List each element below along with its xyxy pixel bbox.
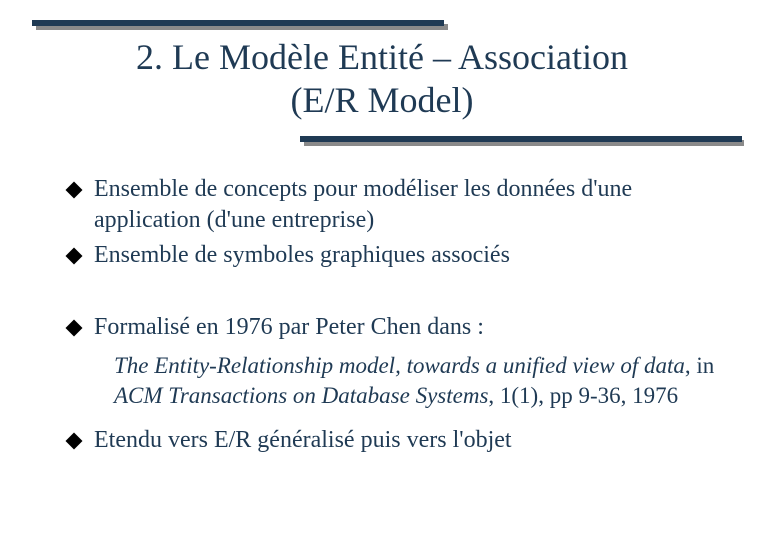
- citation-italic-1: The Entity-Relationship model, towards a…: [114, 353, 685, 378]
- diamond-bullet-icon: [66, 248, 83, 265]
- bullet-text: Ensemble de symboles graphiques associés: [94, 240, 728, 271]
- citation-text: The Entity-Relationship model, towards a…: [114, 351, 728, 411]
- citation-italic-2: ACM Transactions on Database Systems: [114, 383, 488, 408]
- bullet-item: Etendu vers E/R généralisé puis vers l'o…: [68, 425, 728, 456]
- diamond-bullet-icon: [66, 182, 83, 199]
- bullet-item: Formalisé en 1976 par Peter Chen dans :: [68, 312, 728, 343]
- title-line-2: (E/R Model): [32, 79, 732, 122]
- underline-bar: [300, 136, 742, 142]
- citation-roman-1: , in: [685, 353, 714, 378]
- slide-body: Ensemble de concepts pour modéliser les …: [68, 174, 728, 460]
- bullet-text: Ensemble de concepts pour modéliser les …: [94, 174, 728, 236]
- diamond-bullet-icon: [66, 432, 83, 449]
- bullet-text: Formalisé en 1976 par Peter Chen dans :: [94, 312, 728, 343]
- citation-roman-2: , 1(1), pp 9-36, 1976: [488, 383, 678, 408]
- bullet-text: Etendu vers E/R généralisé puis vers l'o…: [94, 425, 728, 456]
- bullet-item: Ensemble de concepts pour modéliser les …: [68, 174, 728, 236]
- slide-title: 2. Le Modèle Entité – Association (E/R M…: [32, 36, 732, 122]
- diamond-bullet-icon: [66, 319, 83, 336]
- bullet-item: Ensemble de symboles graphiques associés: [68, 240, 728, 271]
- title-line-1: 2. Le Modèle Entité – Association: [32, 36, 732, 79]
- title-bar: [32, 20, 444, 26]
